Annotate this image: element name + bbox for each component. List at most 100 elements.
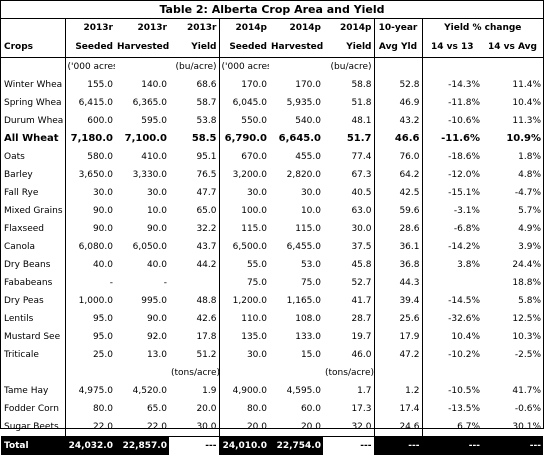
cell-avg-yield: 24.6: [374, 418, 422, 437]
cell-seeded-2014: 6,500.0: [219, 238, 269, 256]
cell-avg-yield: 59.6: [374, 202, 422, 220]
cell-seeded-2014: ('000 acres): [219, 58, 269, 77]
cell-seeded-2013: 22.0: [65, 418, 115, 437]
cell-change-vs-2013: -6.8%: [422, 220, 482, 238]
cell-avg-yield: 25.6: [374, 310, 422, 328]
cell-seeded-2014: 3,200.0: [219, 166, 269, 184]
cell-seeded-2013: 6,415.0: [65, 94, 115, 112]
cell-change-vs-avg: 3.9%: [482, 238, 543, 256]
cell-harvested-2014: 10.0: [269, 202, 323, 220]
cell-seeded-2014: 20.0: [219, 418, 269, 437]
cell-seeded-2013: [65, 364, 115, 382]
cell-change-vs-avg: 5.7%: [482, 202, 543, 220]
cell-yield-2013: 17.8: [169, 328, 219, 346]
header-yield-change: Yield % change: [422, 19, 543, 38]
cell-change-vs-2013: -14.2%: [422, 238, 482, 256]
cell-change-vs-avg: -2.5%: [482, 346, 543, 364]
cell-avg-yield: 76.0: [374, 148, 422, 166]
cell-yield-2014: 37.5: [323, 238, 374, 256]
cell-harvested-2014: 1,165.0: [269, 292, 323, 310]
cell-yield-2013: 95.1: [169, 148, 219, 166]
cell-change-vs-avg: 14 vs Avg: [482, 38, 543, 58]
cell-crop: Tame Hay: [1, 382, 65, 400]
cell-yield-2013: 42.6: [169, 310, 219, 328]
cell-seeded-2014: 55.0: [219, 256, 269, 274]
cell-avg-yield: 47.2: [374, 346, 422, 364]
cell-change-vs-2013: -10.2%: [422, 346, 482, 364]
cell-change-vs-2013: -11.6%: [422, 130, 482, 148]
cell-harvested-2014: 30.0: [269, 184, 323, 202]
cell-harvested-2013: 6,050.0: [115, 238, 169, 256]
cell-yield-2014: 19.7: [323, 328, 374, 346]
cell-change-vs-avg: 30.1%: [482, 418, 543, 437]
cell-yield-2013: 48.8: [169, 292, 219, 310]
cell-change-vs-avg: -4.7%: [482, 184, 543, 202]
cell-crop: [1, 364, 65, 382]
header-year-6: 2014p: [323, 19, 374, 38]
cell-change-vs-2013: ---: [422, 437, 482, 455]
cell-avg-yield: [374, 58, 422, 77]
cell-harvested-2014: 170.0: [269, 76, 323, 94]
header-year-2: 2013r: [115, 19, 169, 38]
cell-harvested-2014: 540.0: [269, 112, 323, 130]
cell-yield-2014: 45.8: [323, 256, 374, 274]
cell-yield-2014: 30.0: [323, 220, 374, 238]
cell-crop: Oats: [1, 148, 65, 166]
cell-yield-2014: (tons/acre): [323, 364, 374, 382]
cell-change-vs-2013: -14.3%: [422, 76, 482, 94]
cell-yield-2014: 41.7: [323, 292, 374, 310]
cell-yield-2014: 1.7: [323, 382, 374, 400]
cell-harvested-2013: 10.0: [115, 202, 169, 220]
cell-avg-yield: Avg Yld: [374, 38, 422, 58]
cell-change-vs-avg: 4.9%: [482, 220, 543, 238]
cell-avg-yield: 46.6: [374, 130, 422, 148]
cell-harvested-2014: 455.0: [269, 148, 323, 166]
cell-change-vs-avg: 5.8%: [482, 292, 543, 310]
cell-change-vs-avg: 18.8%: [482, 274, 543, 292]
cell-change-vs-2013: 3.8%: [422, 256, 482, 274]
cell-seeded-2013: 580.0: [65, 148, 115, 166]
cell-avg-yield: 44.3: [374, 274, 422, 292]
cell-seeded-2014: 4,900.0: [219, 382, 269, 400]
cell-harvested-2014: 115.0: [269, 220, 323, 238]
cell-harvested-2013: 4,520.0: [115, 382, 169, 400]
cell-change-vs-avg: 1.8%: [482, 148, 543, 166]
cell-yield-2014: 17.3: [323, 400, 374, 418]
cell-yield-2013: 20.0: [169, 400, 219, 418]
cell-change-vs-2013: 10.4%: [422, 328, 482, 346]
cell-seeded-2014: 6,045.0: [219, 94, 269, 112]
cell-avg-yield: 42.5: [374, 184, 422, 202]
cell-seeded-2013: 40.0: [65, 256, 115, 274]
cell-seeded-2014: 100.0: [219, 202, 269, 220]
cell-harvested-2014: 75.0: [269, 274, 323, 292]
cell-crop: Dry Peas: [1, 292, 65, 310]
cell-change-vs-avg: 41.7%: [482, 382, 543, 400]
cell-harvested-2013: [115, 364, 169, 382]
cell-change-vs-2013: -10.5%: [422, 382, 482, 400]
cell-crop: Winter Whea: [1, 76, 65, 94]
cell-yield-2014: 32.0: [323, 418, 374, 437]
cell-yield-2014: 67.3: [323, 166, 374, 184]
cell-seeded-2013: 155.0: [65, 76, 115, 94]
cell-yield-2014: ---: [323, 437, 374, 455]
cell-avg-yield: ---: [374, 437, 422, 455]
cell-harvested-2013: Harvested: [115, 38, 169, 58]
cell-harvested-2013: -: [115, 274, 169, 292]
cell-seeded-2014: 24,010.0: [219, 437, 269, 455]
cell-seeded-2014: 30.0: [219, 184, 269, 202]
cell-seeded-2014: 670.0: [219, 148, 269, 166]
cell-avg-yield: 17.4: [374, 400, 422, 418]
cell-seeded-2014: 550.0: [219, 112, 269, 130]
cell-seeded-2013: 600.0: [65, 112, 115, 130]
cell-yield-2013: 43.7: [169, 238, 219, 256]
cell-seeded-2014: 1,200.0: [219, 292, 269, 310]
cell-yield-2013: ---: [169, 437, 219, 455]
cell-yield-2014: 46.0: [323, 346, 374, 364]
header-year-1: 2013r: [65, 19, 115, 38]
